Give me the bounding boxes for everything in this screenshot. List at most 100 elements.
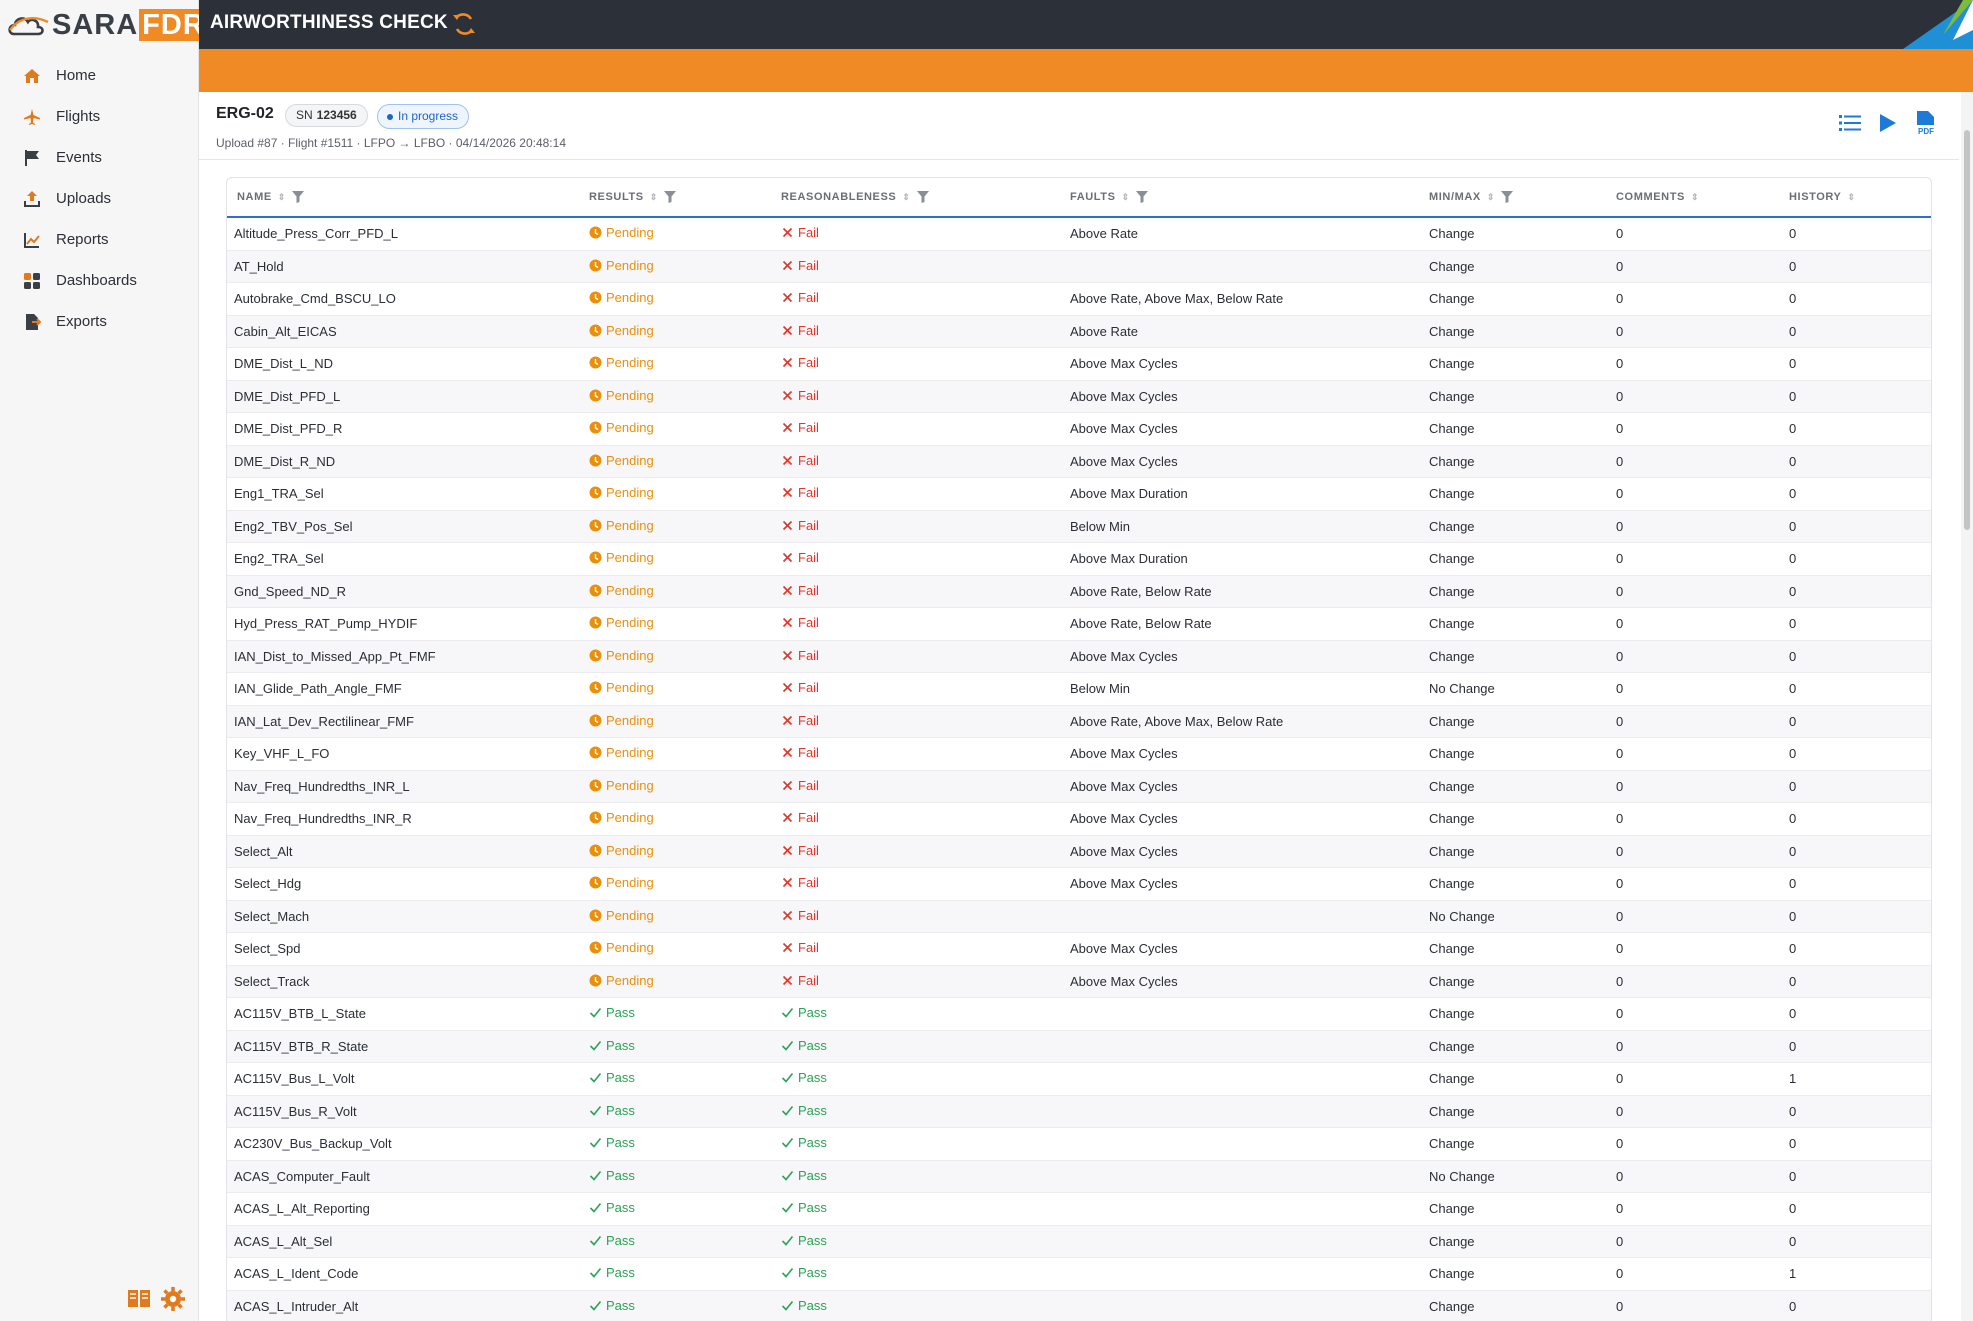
filter-icon[interactable] [291, 191, 304, 203]
sidebar-item-events[interactable]: Events [0, 137, 199, 178]
filter-icon[interactable] [663, 191, 676, 203]
cell-results: Pass [585, 1298, 776, 1315]
play-button[interactable] [1875, 112, 1901, 138]
column-header-results[interactable]: RESULTS ⇕ [585, 178, 776, 216]
cell-name: Select_Track [234, 973, 310, 989]
sidebar-item-flights[interactable]: Flights [0, 96, 199, 137]
table-row[interactable]: ACAS_L_Alt_Reporting Pass Pass Change 0 0 [227, 1193, 1931, 1226]
column-label: RESULTS [589, 191, 644, 203]
table-row[interactable]: DME_Dist_L_ND Pending Fail Above Max Cycles… [227, 348, 1931, 381]
status-text: Pass [798, 1102, 827, 1118]
table-row[interactable]: AC115V_BTB_R_State Pass Pass Change 0 0 [227, 1030, 1931, 1063]
table-row[interactable]: Select_Spd Pending Fail Above Max Cycles Cha… [227, 933, 1931, 966]
sort-icon[interactable]: ⇕ [902, 191, 911, 202]
x-icon [781, 941, 794, 954]
cell-reasonableness: Fail [776, 355, 1065, 372]
vertical-scrollbar[interactable] [1961, 92, 1973, 1321]
gear-icon[interactable] [160, 1286, 186, 1317]
table-row[interactable]: ACAS_L_Alt_Sel Pass Pass Change 0 0 [227, 1225, 1931, 1258]
cell-reasonableness: Fail [776, 388, 1065, 405]
column-header-history[interactable]: HISTORY ⇕ [1786, 178, 1926, 216]
status-text: Pending [606, 745, 654, 761]
table-row[interactable]: Eng1_TRA_Sel Pending Fail Above Max Duratio… [227, 478, 1931, 511]
table-row[interactable]: Eng2_TRA_Sel Pending Fail Above Max Duratio… [227, 543, 1931, 576]
table-row[interactable]: IAN_Lat_Dev_Rectilinear_FMF Pending Fail Ab… [227, 705, 1931, 738]
table-row[interactable]: Select_Hdg Pending Fail Above Max Cycles Cha… [227, 868, 1931, 901]
table-row[interactable]: Key_VHF_L_FO Pending Fail Above Max Cycles C… [227, 738, 1931, 771]
column-header-minmax[interactable]: MIN/MAX ⇕ [1426, 178, 1614, 216]
table-row[interactable]: DME_Dist_PFD_R Pending Fail Above Max Cycle… [227, 413, 1931, 446]
table-row[interactable]: Altitude_Press_Corr_PFD_L Pending Fail Abov… [227, 218, 1931, 251]
check-icon [781, 1299, 794, 1312]
scrollbar-thumb[interactable] [1964, 130, 1970, 530]
table-row[interactable]: Eng2_TBV_Pos_Sel Pending Fail Below Min Chan… [227, 510, 1931, 543]
table-row[interactable]: Nav_Freq_Hundredths_INR_R Pending Fail Abov… [227, 803, 1931, 836]
sort-icon[interactable]: ⇕ [1121, 191, 1130, 202]
sort-icon[interactable]: ⇕ [1690, 191, 1700, 202]
table-row[interactable]: AC115V_Bus_L_Volt Pass Pass Change 0 1 [227, 1063, 1931, 1096]
filter-icon[interactable] [1135, 191, 1148, 203]
sort-icon[interactable]: ⇕ [649, 191, 658, 202]
app-logo[interactable]: SARA FDR [6, 8, 208, 42]
table-row[interactable]: Select_Mach Pending Fail No Change 0 0 [227, 900, 1931, 933]
status-label: Pass [781, 1233, 827, 1248]
list-view-button[interactable] [1837, 112, 1863, 138]
cell-name: ACAS_L_Alt_Sel [234, 1233, 333, 1249]
column-header-comments[interactable]: COMMENTS ⇕ [1614, 178, 1786, 216]
status-label: Pending [589, 225, 654, 240]
cell-minmax: Change [1429, 876, 1475, 892]
sort-icon[interactable]: ⇕ [1486, 191, 1496, 202]
table-row[interactable]: Gnd_Speed_ND_R Pending Fail Above Rate, Bel… [227, 575, 1931, 608]
cell-history: 0 [1789, 356, 1797, 372]
filter-icon[interactable] [916, 191, 929, 203]
status-label: Pass [589, 1200, 635, 1215]
table-row[interactable]: ACAS_Computer_Fault Pass Pass No Change 0 0 [227, 1160, 1931, 1193]
table-row[interactable]: Select_Alt Pending Fail Above Max Cycles Cha… [227, 835, 1931, 868]
cell-faults: Above Rate [1070, 226, 1138, 242]
sidebar-item-reports[interactable]: Reports [0, 219, 199, 260]
cell-results: Pass [585, 1168, 776, 1185]
table-row[interactable]: IAN_Glide_Path_Angle_FMF Pending Fail Below… [227, 673, 1931, 706]
table-row[interactable]: Autobrake_Cmd_BSCU_LO Pending Fail Above Ra… [227, 283, 1931, 316]
cell-history: 0 [1789, 518, 1797, 534]
table-row[interactable]: ACAS_L_Intruder_Alt Pass Pass Change 0 0 [227, 1290, 1931, 1321]
refresh-icon[interactable] [450, 10, 478, 38]
cell-results: Pending [585, 778, 776, 795]
cell-minmax: Change [1429, 1038, 1475, 1054]
status-label: Fail [781, 485, 819, 500]
column-header-name[interactable]: NAME ⇕ [227, 178, 585, 216]
sidebar-item-dashboards[interactable]: Dashboards [0, 260, 199, 301]
column-header-reasonableness[interactable]: REASONABLENESS ⇕ [776, 178, 1065, 216]
sidebar-item-uploads[interactable]: Uploads [0, 178, 199, 219]
status-label: Pending [589, 973, 654, 988]
table-row[interactable]: Hyd_Press_RAT_Pump_HYDIF Pending Fail Above… [227, 608, 1931, 641]
export-pdf-button[interactable]: PDF [1913, 110, 1939, 138]
table-row[interactable]: Cabin_Alt_EICAS Pending Fail Above Rate Chan… [227, 315, 1931, 348]
book-icon[interactable] [126, 1286, 152, 1317]
table-row[interactable]: AC115V_BTB_L_State Pass Pass Change 0 0 [227, 998, 1931, 1031]
cell-minmax: Change [1429, 583, 1475, 599]
table-row[interactable]: ACAS_L_Ident_Code Pass Pass Change 0 1 [227, 1258, 1931, 1291]
table-row[interactable]: AT_Hold Pending Fail Change 0 0 [227, 250, 1931, 283]
table-row[interactable]: DME_Dist_R_ND Pending Fail Above Max Cycles… [227, 445, 1931, 478]
status-label: Pending [589, 615, 654, 630]
cell-reasonableness: Pass [776, 1070, 1065, 1087]
table-row[interactable]: AC230V_Bus_Backup_Volt Pass Pass Change 0 0 [227, 1128, 1931, 1161]
table-row[interactable]: IAN_Dist_to_Missed_App_Pt_FMF Pending Fail… [227, 640, 1931, 673]
sidebar-item-exports[interactable]: Exports [0, 301, 199, 342]
cell-faults: Above Rate, Above Max, Below Rate [1070, 713, 1284, 729]
sidebar-item-home[interactable]: Home [0, 55, 199, 96]
table-row[interactable]: AC115V_Bus_R_Volt Pass Pass Change 0 0 [227, 1095, 1931, 1128]
table-row[interactable]: Nav_Freq_Hundredths_INR_L Pending Fail Abov… [227, 770, 1931, 803]
clock-icon [589, 584, 602, 597]
status-label: Pending [589, 323, 654, 338]
sort-icon[interactable]: ⇕ [277, 191, 286, 202]
x-icon [781, 551, 794, 564]
sort-icon[interactable]: ⇕ [1847, 191, 1856, 202]
table-row[interactable]: DME_Dist_PFD_L Pending Fail Above Max Cycle… [227, 380, 1931, 413]
filter-icon[interactable] [1501, 191, 1514, 203]
status-label: Pending [589, 713, 654, 728]
column-header-faults[interactable]: FAULTS ⇕ [1065, 178, 1426, 216]
table-row[interactable]: Select_Track Pending Fail Above Max Cycles C… [227, 965, 1931, 998]
status-label: Pending [589, 648, 654, 663]
